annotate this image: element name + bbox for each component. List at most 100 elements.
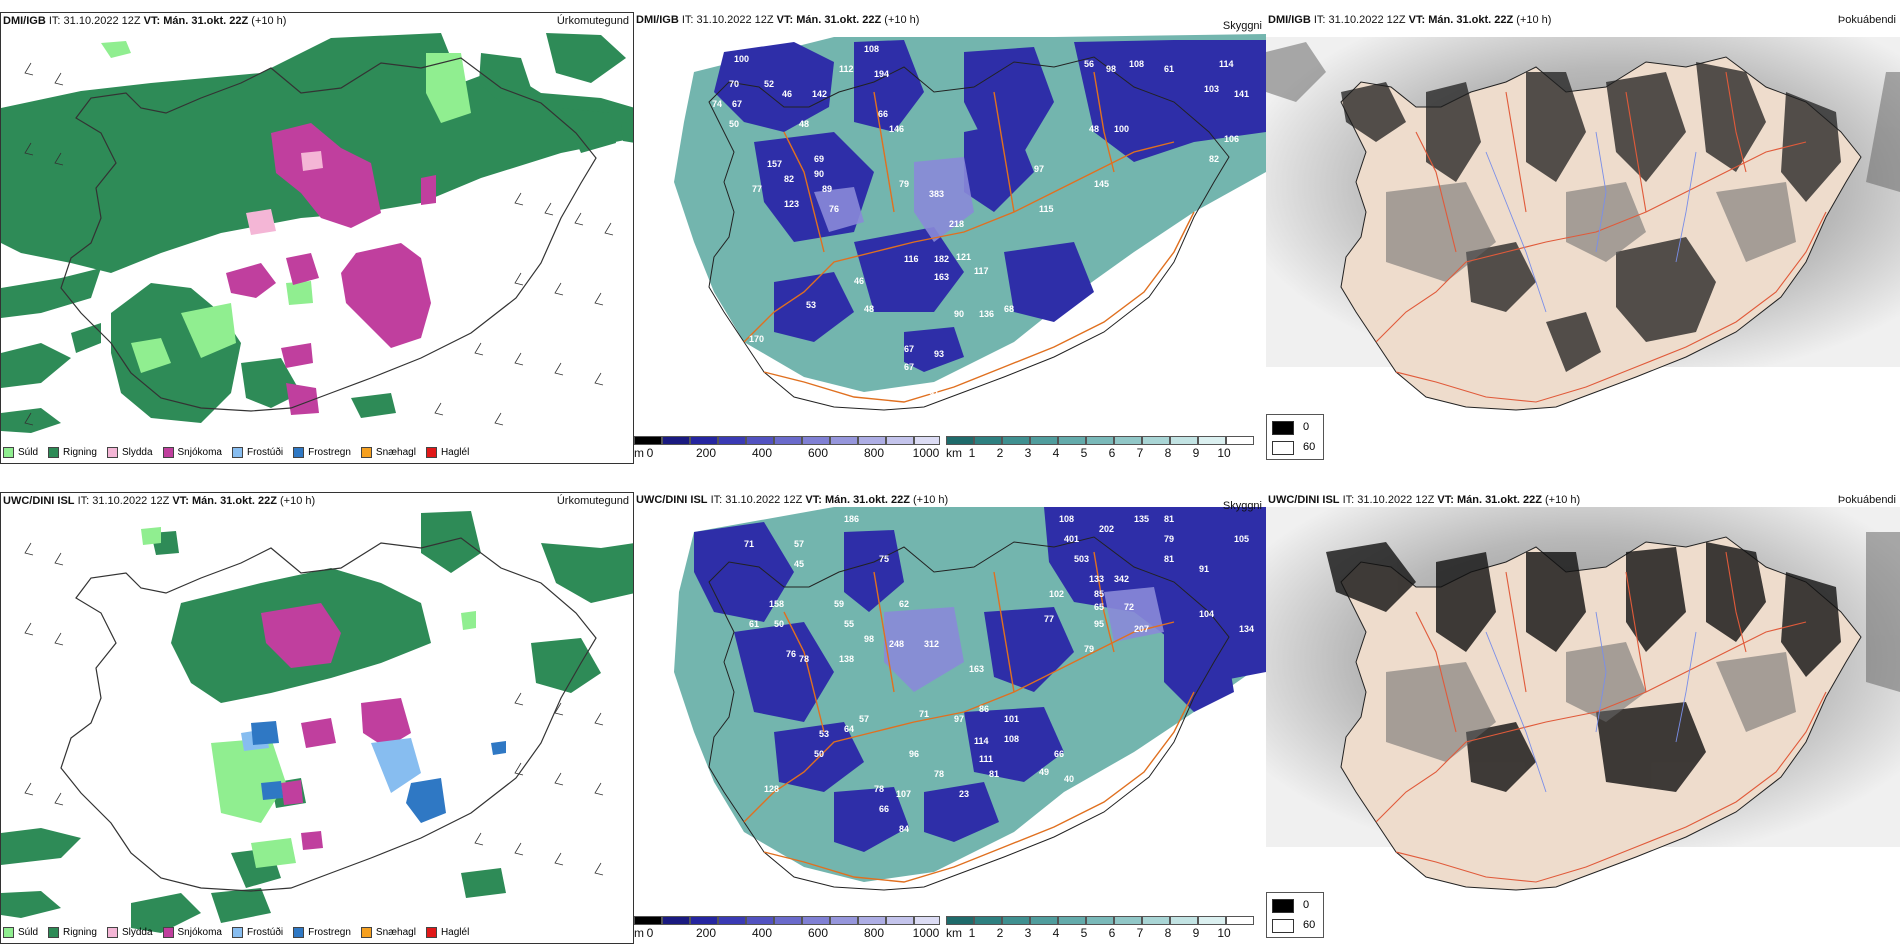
height-colorbar-bottom: m 0 200 400 600 800 1000 [634, 916, 944, 940]
vis-tick: 6 [1108, 926, 1116, 940]
vis-value: 66 [878, 109, 888, 119]
precip-legend-top: Súld Rigning Slydda Snjókoma Frostúði Fr… [3, 445, 469, 459]
vis-value: 104 [1199, 609, 1214, 619]
wind-barbs [24, 542, 604, 876]
precip-legend-bottom: Súld Rigning Slydda Snjókoma Frostúði Fr… [3, 925, 469, 939]
legend-item: Frostregn [293, 445, 351, 459]
vis-value: 112 [839, 64, 854, 74]
vis-value: 85 [1094, 589, 1104, 599]
vis-value: 97 [954, 714, 964, 724]
vis-value: 182 [934, 254, 949, 264]
vis-value: 46 [782, 89, 792, 99]
cloud-base-light [814, 157, 974, 242]
height-tick: 1000 [912, 926, 940, 940]
height-tick: 400 [751, 926, 773, 940]
vis-value: 116 [904, 254, 919, 264]
vis-value: 23 [959, 789, 969, 799]
vis-value: 102 [1049, 589, 1064, 599]
vis-value: 202 [1099, 524, 1114, 534]
vis-value: 91 [1199, 564, 1209, 574]
vis-value: 48 [1089, 124, 1099, 134]
height-tick: 200 [695, 446, 717, 460]
precip-type-map-top [1, 13, 633, 463]
vis-tick: 9 [1192, 446, 1200, 460]
vis-value: 218 [949, 219, 964, 229]
vis-value: 46 [854, 276, 864, 286]
vis-tick: 4 [1052, 446, 1060, 460]
vis-value: 57 [794, 539, 804, 549]
height-tick: 0 [646, 446, 654, 460]
vis-value: 65 [1094, 602, 1104, 612]
iceland-outline [60, 537, 597, 892]
vis-value: 82 [784, 174, 794, 184]
height-tick: 200 [695, 926, 717, 940]
legend-item: Snæhagl [360, 445, 416, 459]
vis-value: 142 [812, 89, 827, 99]
height-unit: m [634, 926, 644, 940]
visibility-panel-bottom: 186 108 135 81 87 118 71 57 45 75 401 20… [634, 492, 1266, 944]
legend-item: Rigning [48, 445, 97, 459]
vis-tick: 7 [1136, 446, 1144, 460]
legend-item: Frostregn [293, 925, 351, 939]
vis-value: 64 [844, 724, 854, 734]
vis-value: 62 [899, 599, 909, 609]
vis-value: 108 [1004, 734, 1019, 744]
vis-value: 107 [896, 789, 911, 799]
panel-type-label: Þokuábendi [1837, 494, 1896, 506]
vis-value: 71 [744, 539, 754, 549]
vis-value: 97 [1034, 164, 1044, 174]
legend-item: Frostúði [231, 925, 283, 939]
vis-value: 79 [1084, 644, 1094, 654]
vis-value: 78 [799, 654, 809, 664]
fog-index-map-top [1266, 37, 1900, 411]
visibility-panel-top: 100 108 194 112 70 52 46 142 74 67 50 48… [634, 12, 1266, 464]
vis-value: 45 [794, 559, 804, 569]
vis-value: 70 [729, 79, 739, 89]
roads [1375, 551, 1827, 883]
vis-value: 98 [864, 634, 874, 644]
visibility-colorbar-bottom: km 1 2 3 4 5 6 7 8 9 10 [946, 916, 1266, 940]
panel-type-label: Skyggni [1222, 500, 1262, 512]
panel-type-label: Skyggni [1222, 20, 1262, 32]
fog-legend-value: 0 [1303, 421, 1310, 433]
fog-index-panel-top: DMI/IGB IT: 31.10.2022 12Z VT: Mán. 31.o… [1266, 12, 1900, 464]
fog-legend-bottom: 0 60 [1266, 892, 1324, 938]
height-tick: 800 [863, 926, 885, 940]
vis-value: 53 [819, 729, 829, 739]
vis-value: 69 [814, 154, 824, 164]
vis-value: 383 [929, 189, 944, 199]
precip-type-panel-bottom: UWC/DINI ISL IT: 31.10.2022 12Z VT: Mán.… [0, 492, 634, 944]
vis-value: 342 [1114, 574, 1129, 584]
vis-value: 100 [734, 54, 749, 64]
legend-item: Súld [3, 445, 38, 459]
vis-value: 50 [729, 119, 739, 129]
vis-value: 163 [969, 664, 984, 674]
height-tick: 1000 [912, 446, 940, 460]
vis-value: 105 [1234, 534, 1249, 544]
iceland-outline [708, 56, 1230, 411]
vis-value: 40 [1064, 774, 1074, 784]
vis-value: 115 [1039, 204, 1054, 214]
freezing-rain-areas [251, 721, 506, 823]
road-network [743, 551, 1195, 883]
vis-value: 146 [889, 124, 904, 134]
vis-value: 170 [749, 334, 764, 344]
height-tick: 600 [807, 446, 829, 460]
vis-value: 50 [774, 619, 784, 629]
vis-tick: 8 [1164, 446, 1172, 460]
vis-value: 108 [864, 44, 879, 54]
vis-value: 59 [834, 599, 844, 609]
vis-tick: 4 [1052, 926, 1060, 940]
vis-value: 52 [764, 79, 774, 89]
vis-value: 95 [1094, 619, 1104, 629]
height-tick: 400 [751, 446, 773, 460]
vis-value: 111 [979, 754, 993, 764]
vis-value: 133 [1089, 574, 1104, 584]
vis-value: 82 [1209, 154, 1219, 164]
panel-header: UWC/DINI ISL IT: 31.10.2022 12Z VT: Mán.… [3, 495, 316, 507]
vis-value: 72 [1124, 602, 1134, 612]
vis-value: 118 [1224, 496, 1239, 506]
legend-item: Haglél [425, 925, 469, 939]
legend-item: Slydda [106, 925, 153, 939]
legend-item: Frostúði [231, 445, 283, 459]
